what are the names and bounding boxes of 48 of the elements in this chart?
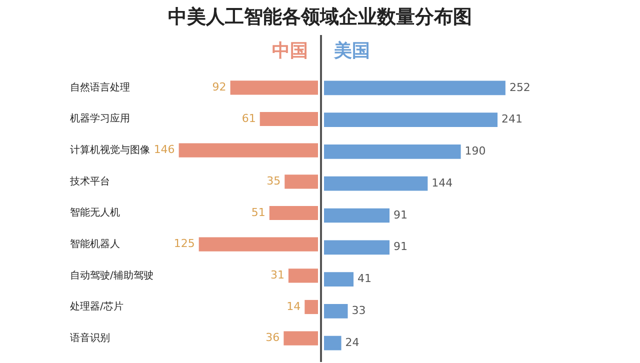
- series-label: 中国: [272, 40, 308, 62]
- y-tick-label: 机器学习应用: [70, 112, 130, 125]
- y-tick-label: 智能无人机: [70, 206, 120, 219]
- y-tick-label: 处理器/芯片: [70, 300, 124, 313]
- bar: [324, 336, 342, 350]
- data-label: 125: [174, 237, 195, 250]
- bar: [304, 300, 318, 314]
- data-label: 91: [394, 240, 408, 254]
- data-label: 61: [242, 112, 256, 125]
- bar: [178, 143, 318, 158]
- bar: [324, 112, 498, 128]
- data-label: 33: [352, 304, 366, 318]
- data-label: 24: [345, 336, 360, 349]
- y-tick-label: 计算机视觉与图像: [70, 144, 150, 156]
- bar: [284, 174, 318, 189]
- bar: [284, 331, 318, 346]
- data-label: 51: [251, 206, 266, 219]
- bar: [269, 206, 318, 220]
- y-tick-label: 自动驾驶/辅助驾驶: [70, 269, 154, 282]
- chart-title: 中美人工智能各领域企业数量分布图: [167, 5, 473, 30]
- data-label: 31: [270, 268, 284, 282]
- bar: [324, 80, 506, 96]
- data-label: 144: [432, 176, 453, 190]
- bar: [324, 272, 354, 286]
- data-label: 14: [286, 300, 301, 313]
- bar: [324, 176, 428, 191]
- data-label: 92: [212, 80, 226, 94]
- data-label: 190: [464, 144, 486, 158]
- bar: [324, 240, 390, 255]
- data-label: 36: [266, 331, 280, 344]
- y-tick-label: 技术平台: [69, 175, 110, 188]
- bar: [324, 208, 390, 223]
- data-label: 35: [266, 174, 281, 188]
- bar: [260, 112, 318, 126]
- y-tick-label: 自然语言处理: [70, 81, 130, 94]
- data-label: 241: [502, 112, 523, 126]
- data-label: 146: [154, 143, 175, 156]
- y-tick-label: 语音识别: [70, 332, 110, 344]
- data-label: 91: [394, 208, 408, 222]
- data-label: 252: [509, 80, 530, 94]
- y-tick-label: 智能机器人: [70, 238, 120, 250]
- bar: [324, 144, 461, 159]
- series-label: 美国: [333, 40, 370, 62]
- bar: [324, 304, 348, 318]
- data-label: 41: [358, 272, 372, 286]
- bar: [230, 80, 318, 95]
- bar: [198, 237, 318, 252]
- bar: [288, 268, 318, 283]
